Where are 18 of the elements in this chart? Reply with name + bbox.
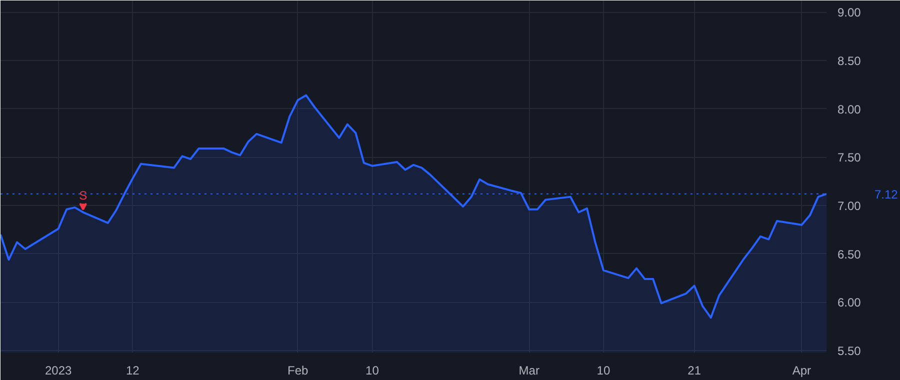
y-tick-label: 6.00 [838, 296, 862, 310]
x-tick-label: Mar [518, 364, 540, 378]
y-tick-label: 5.50 [838, 344, 862, 358]
x-tick-label: 10 [366, 364, 380, 378]
y-tick-label: 8.00 [838, 102, 862, 116]
x-tick-label: 12 [126, 364, 140, 378]
x-tick-label: Apr [792, 364, 812, 378]
y-tick-label: 6.50 [838, 247, 862, 262]
y-tick-label: 9.00 [838, 6, 862, 20]
x-tick-label: Feb [288, 364, 309, 378]
y-tick-label: 7.50 [838, 150, 862, 165]
annotation: S [79, 188, 88, 203]
x-tick-label: 2023 [44, 364, 72, 378]
y-tick-label: 8.50 [838, 54, 862, 68]
x-tick-label: 10 [596, 364, 610, 378]
y-tick-label: 7.00 [838, 199, 862, 214]
ref-line-label: 7.12 [874, 187, 898, 202]
x-tick-label: 21 [688, 364, 702, 378]
